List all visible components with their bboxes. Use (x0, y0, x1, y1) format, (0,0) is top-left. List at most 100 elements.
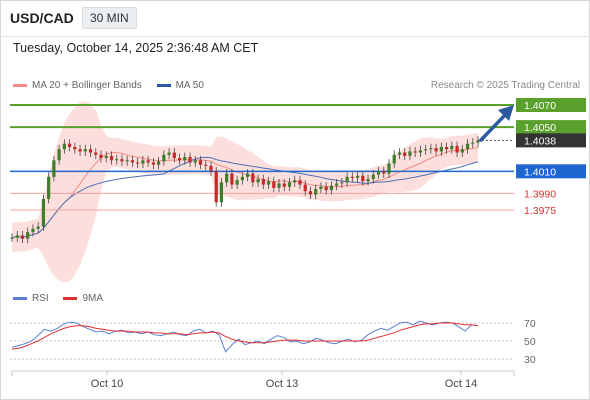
candle-body (67, 143, 72, 147)
candle-body (261, 179, 265, 185)
candle-body (376, 171, 381, 175)
candle-body (225, 173, 229, 183)
candle-body (20, 235, 25, 239)
candle-body (78, 149, 82, 152)
legend-label-rsi: RSI (32, 293, 49, 304)
legend-item-9ma: 9MA (63, 293, 103, 304)
candle-body (418, 150, 423, 153)
candle-body (403, 152, 407, 156)
price-legend: MA 20 + Bollinger Bands MA 50 (13, 80, 216, 91)
level-tag-1-4010 (516, 164, 586, 179)
candle-body (151, 162, 155, 165)
legend-swatch-ma50 (156, 83, 171, 87)
candle-body (41, 198, 46, 227)
candle-body (424, 149, 428, 151)
candle-body (256, 179, 260, 183)
timestamp: Tuesday, October 14, 2025 2:36:48 AM CET (13, 41, 259, 55)
candle-body (62, 143, 66, 150)
candle-body (26, 232, 30, 239)
candle-body (460, 149, 464, 153)
candle-body (345, 176, 349, 183)
candle-body (57, 149, 61, 161)
candle-body (408, 151, 412, 156)
level-label-1-3975: 1.3975 (524, 205, 556, 217)
candle-body (167, 152, 171, 155)
candle-body (392, 154, 396, 164)
candle-body (73, 147, 77, 150)
bollinger-band (12, 101, 478, 283)
candle-body (31, 228, 35, 233)
candle-body (277, 183, 281, 188)
forecast-arrowhead (498, 105, 514, 121)
candle-body (293, 180, 297, 183)
time-axis-label: Oct 14 (445, 378, 477, 390)
candle-body (366, 179, 370, 182)
candle-body (219, 182, 224, 203)
candle-body (266, 181, 271, 185)
candle-body (439, 147, 443, 152)
level-label-1-4050: 1.4050 (524, 122, 556, 134)
candle-body (387, 163, 391, 174)
candle-body (109, 155, 114, 161)
legend-item-ma20: MA 20 + Bollinger Bands (13, 80, 142, 91)
candle-body (125, 160, 129, 162)
candle-body (450, 145, 454, 150)
time-axis-label: Oct 10 (91, 378, 123, 390)
candle-body (141, 160, 145, 164)
level-label-1-3990: 1.3990 (524, 188, 556, 200)
candle-body (355, 175, 360, 178)
symbol-label: USD/CAD (10, 10, 74, 26)
ma50-line (11, 156, 479, 239)
candle-body (382, 171, 386, 174)
candle-body (319, 186, 323, 189)
rsi-level-label-30: 30 (524, 354, 536, 366)
interval-selector[interactable]: 30 MIN (82, 7, 137, 29)
legend-label-ma50: MA 50 (175, 80, 204, 91)
candle-body (15, 235, 19, 238)
candle-body (465, 143, 470, 150)
candle-body (88, 149, 93, 153)
candle-body (130, 160, 135, 163)
candle-body (115, 159, 119, 161)
candle-body (303, 184, 307, 192)
candle-body (240, 176, 244, 181)
level-tag-1-4050 (516, 120, 586, 135)
candle-body (204, 164, 208, 166)
candle-body (340, 182, 344, 184)
candle-body (298, 180, 302, 185)
candle-body (83, 149, 87, 152)
candle-body (230, 173, 234, 185)
candle-body (329, 185, 333, 191)
candle-body (476, 140, 480, 143)
legend-item-ma50: MA 50 (156, 80, 204, 91)
candle-body (104, 155, 108, 159)
candle-body (455, 145, 459, 153)
candle-body (214, 171, 218, 203)
candle-body (272, 181, 276, 188)
candle-body (413, 151, 417, 153)
candle-body (335, 183, 339, 186)
candle-body (308, 191, 313, 195)
candle-body (471, 142, 475, 144)
rsi-line (11, 320, 479, 353)
candle-body (172, 152, 176, 159)
candle-body (235, 180, 239, 185)
rsi-legend: RSI 9MA (13, 293, 115, 304)
candle-body (36, 226, 40, 229)
rsi-ma-line (11, 322, 479, 350)
time-axis-label: Oct 13 (266, 378, 298, 390)
candle-body (287, 182, 292, 187)
legend-swatch-9ma (63, 296, 78, 300)
candle-body (157, 161, 161, 165)
level-label-1-4010: 1.4010 (524, 166, 556, 178)
level-label-1-4070: 1.4070 (524, 100, 556, 112)
candle-body (350, 176, 354, 178)
candle-body (397, 152, 402, 155)
candle-body (193, 160, 197, 163)
level-tag-1-4070 (516, 98, 586, 112)
candle-body (371, 174, 375, 180)
candle-body (52, 160, 56, 177)
candle-body (209, 165, 213, 172)
credit-text: Research © 2025 Trading Central (430, 80, 580, 91)
